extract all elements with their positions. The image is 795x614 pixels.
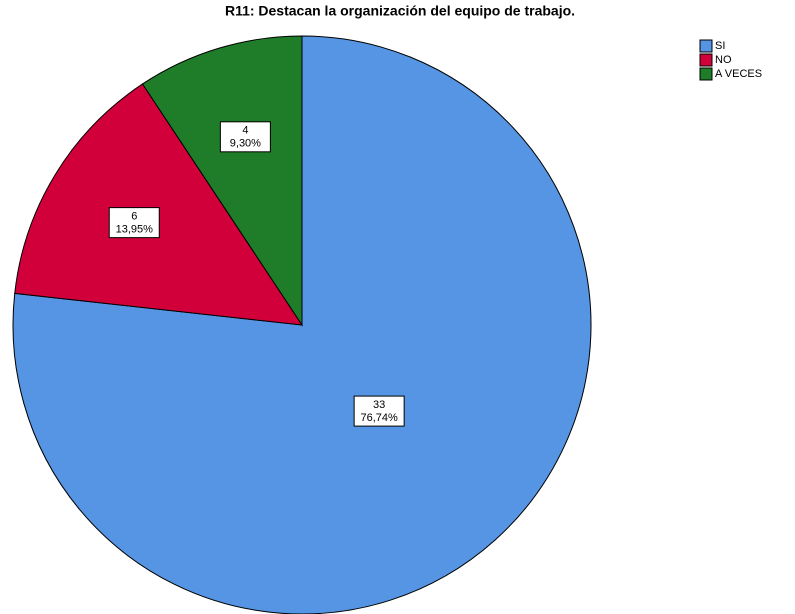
chart-title: R11: Destacan la organización del equipo… — [225, 3, 575, 19]
data-label: 13,95% — [116, 224, 154, 236]
pie-slice — [14, 83, 304, 326]
data-label: 76,74% — [360, 412, 398, 424]
data-label: 33 — [373, 399, 385, 411]
data-label: 9,30% — [230, 138, 261, 150]
label-box — [108, 207, 160, 239]
data-label: 6 — [131, 211, 137, 223]
legend-swatch — [699, 39, 713, 53]
pie-slice — [141, 35, 303, 327]
legend-swatch — [699, 53, 713, 67]
label-box — [353, 395, 405, 427]
data-label: 4 — [242, 125, 248, 137]
legend-label: SI — [715, 40, 725, 52]
legend-swatch — [699, 67, 713, 81]
legend-label: NO — [715, 54, 732, 66]
label-box — [219, 121, 271, 153]
legend-label: A VECES — [715, 68, 762, 80]
